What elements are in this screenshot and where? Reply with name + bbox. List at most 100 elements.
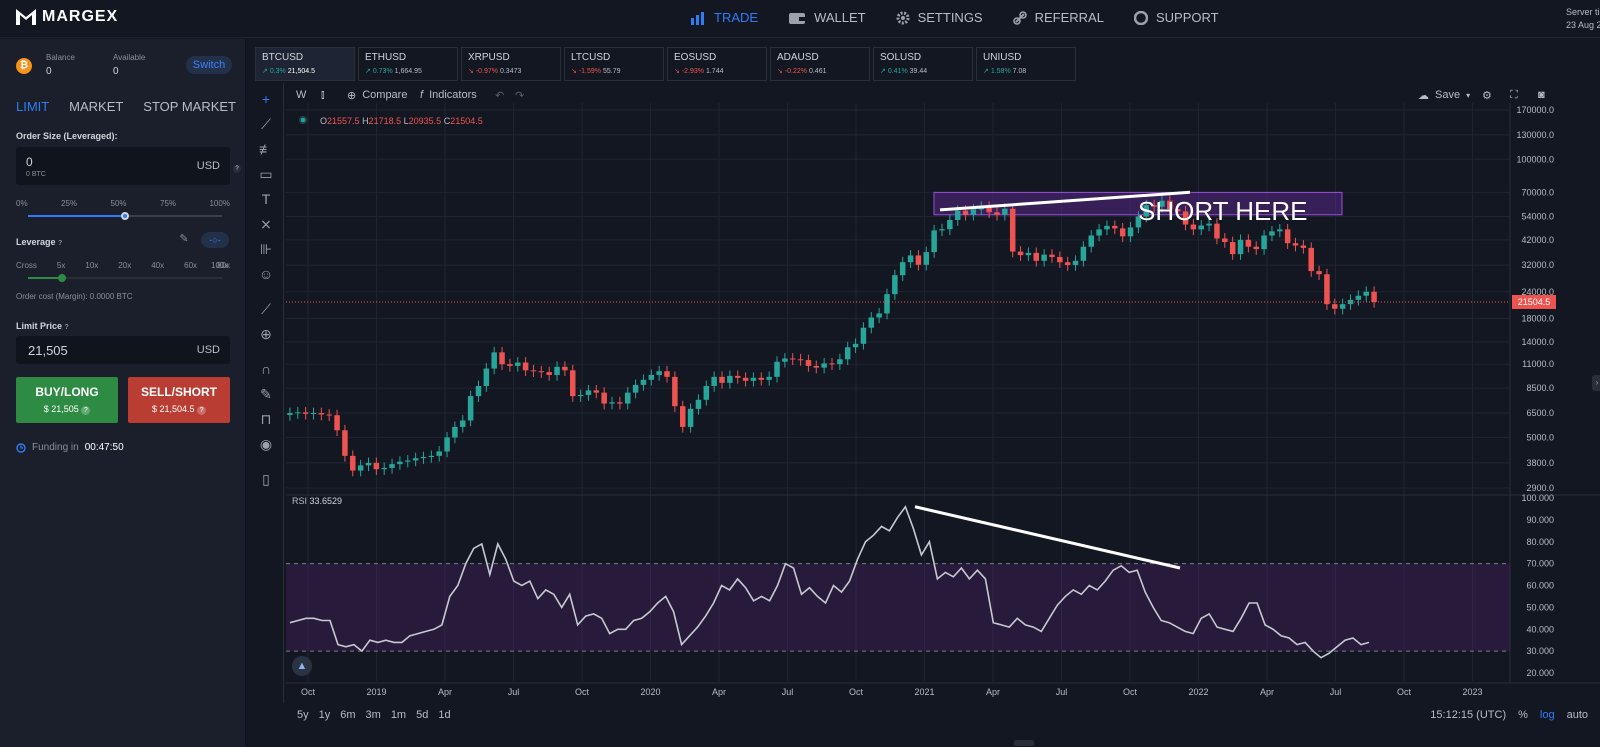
fib-icon[interactable]: ≢ [259, 141, 273, 157]
leverage-option[interactable]: 100x [211, 261, 229, 270]
fullscreen-icon[interactable]: ⛶ [1510, 88, 1518, 101]
leverage-slider-handle[interactable] [58, 274, 66, 282]
ticker-xrpusd[interactable]: XRPUSD ↘ -0.97% 0.3473 [461, 47, 561, 81]
ticker-eosusd[interactable]: EOSUSD ↘ -2.93% 1.744 [667, 47, 767, 81]
pencil-icon[interactable]: ✎ [179, 233, 189, 245]
ticker-uniusd[interactable]: UNIUSD ↗ 1.58% 7.08 [976, 47, 1076, 81]
nav-wallet[interactable]: WALLET [788, 10, 866, 25]
candle-body [357, 465, 364, 471]
ticker-btcusd[interactable]: BTCUSD ↗ 0.3% 21,504.5 [255, 47, 355, 81]
leverage-slider-track[interactable] [28, 277, 222, 279]
size-slider-handle[interactable] [121, 212, 129, 220]
order-size-field[interactable]: 0 0 BTC USD [16, 147, 230, 185]
pattern-icon[interactable]: ⨯ [260, 216, 272, 232]
leverage-option[interactable]: 60x [184, 261, 198, 270]
candle-body [837, 359, 843, 365]
save-button[interactable]: ☁ Save ▾ [1418, 86, 1470, 104]
price-tick-label: 11000.0 [1522, 359, 1554, 369]
text-icon[interactable]: T [261, 191, 271, 207]
ticker-change-row: ↗ 0.73% 1,664.95 [365, 67, 451, 75]
zoom-in-icon[interactable]: ⊕ [260, 326, 272, 342]
timeframe-1y[interactable]: 1y [318, 709, 331, 721]
help-icon[interactable]: ? [197, 406, 207, 415]
ticker-price: 0.461 [808, 68, 827, 75]
leverage-option[interactable]: 5x [56, 261, 66, 270]
undo-icon[interactable]: ↶ [495, 89, 505, 102]
fx-icon: f [420, 89, 424, 101]
candle-body [1057, 257, 1063, 263]
candle-body [915, 255, 922, 265]
help-icon[interactable]: ? [233, 165, 241, 173]
leverage-option[interactable]: 40x [151, 261, 165, 270]
nav-settings[interactable]: SETTINGS [896, 10, 983, 25]
emoji-icon[interactable]: ☺ [258, 266, 274, 282]
leverage-option[interactable]: Cross [16, 261, 37, 270]
candle-type-icon[interactable]: ⫾ [321, 88, 325, 101]
pct-100[interactable]: 100% [209, 199, 230, 208]
price-chart[interactable]: Oct 2019 Apr Jul Oct 2020 Apr Jul Oct 2021 Apr Jul O… [248, 83, 1600, 747]
timeframe-1m[interactable]: 1m [390, 709, 407, 721]
buy-long-button[interactable]: BUY/LONG $ 21,505 ? [16, 377, 118, 423]
utc-clock: 15:12:15 (UTC) [1430, 709, 1507, 721]
leverage-option[interactable]: 20x [118, 261, 132, 270]
pct-25[interactable]: 25% [61, 199, 78, 208]
percent-toggle[interactable]: % [1518, 709, 1528, 721]
help-icon[interactable]: ? [81, 406, 91, 415]
tab-limit[interactable]: LIMIT [16, 99, 50, 114]
indicators-button[interactable]: f Indicators [420, 86, 477, 104]
panel-expand-icon[interactable]: › [1592, 375, 1600, 391]
trash-icon[interactable]: ▯ [262, 471, 270, 487]
interval-button[interactable]: W [296, 89, 307, 101]
limit-price-field[interactable]: 21,505 USD [16, 336, 230, 364]
switch-button[interactable]: Switch [186, 56, 232, 74]
brand-logo[interactable]: MARGEX [16, 8, 118, 26]
timeframe-1d[interactable]: 1d [438, 709, 451, 721]
prediction-icon[interactable]: ⊪ [259, 241, 273, 257]
sell-short-button[interactable]: SELL/SHORT $ 21,504.5 ? [128, 377, 230, 423]
x-tick-label: Oct [1397, 687, 1412, 697]
pct-0[interactable]: 0% [16, 199, 28, 208]
timeframe-5y[interactable]: 5y [297, 709, 309, 721]
crosshair-icon[interactable]: + [261, 91, 271, 107]
redo-icon[interactable]: ↷ [515, 89, 525, 102]
server-time-date: 23 Aug 2 [1566, 20, 1600, 30]
ruler-icon[interactable]: ⟋ [261, 301, 271, 317]
ticker-adausd[interactable]: ADAUSD ↘ -0.22% 0.461 [770, 47, 870, 81]
candle-body [1033, 252, 1040, 261]
lock-drawing-icon[interactable]: ✎ [260, 386, 272, 402]
pct-75[interactable]: 75% [160, 199, 177, 208]
timeframe-5d[interactable]: 5d [416, 709, 429, 721]
leverage-help-icon[interactable]: ? [58, 240, 63, 247]
ticker-ltcusd[interactable]: LTCUSD ↘ -1.59% 55.79 [564, 47, 664, 81]
price-tick-label: 14000.0 [1521, 337, 1554, 347]
leverage-option[interactable]: 80x [217, 261, 230, 270]
eye-icon[interactable]: ◉ [259, 436, 273, 452]
tab-market[interactable]: MARKET [69, 99, 124, 114]
tab-stop-market[interactable]: STOP MARKET [143, 99, 236, 114]
timeframe-3m[interactable]: 3m [365, 709, 381, 721]
nav-referral[interactable]: REFERRAL [1012, 10, 1104, 25]
camera-icon[interactable]: ◙ [1538, 89, 1545, 101]
trend-line-icon[interactable]: ⟋ [261, 116, 271, 132]
chart-logo-icon[interactable]: ▲ [292, 656, 312, 676]
pct-50[interactable]: 50% [110, 199, 127, 208]
link-icon [1012, 10, 1027, 25]
slider-mode-icon[interactable]: -○- [201, 232, 229, 248]
leverage-option[interactable]: 10x [85, 261, 99, 270]
timeframe-6m[interactable]: 6m [340, 709, 356, 721]
ticker-solusd[interactable]: SOLUSD ↗ 0.41% 39.44 [873, 47, 973, 81]
limit-price-help-icon[interactable]: ? [64, 324, 69, 331]
resize-handle[interactable] [1014, 740, 1034, 746]
nav-trade[interactable]: TRADE [690, 10, 758, 25]
shape-icon[interactable]: ▭ [259, 166, 273, 182]
ticker-ethusd[interactable]: ETHUSD ↗ 0.73% 1,664.95 [358, 47, 458, 81]
magnet-icon[interactable]: ∩ [260, 361, 272, 377]
nav-support[interactable]: SUPPORT [1133, 10, 1219, 25]
auto-toggle[interactable]: auto [1566, 709, 1588, 721]
compare-button[interactable]: ⊕ Compare [347, 86, 407, 104]
rsi-label: RSI [292, 496, 308, 506]
lock-icon[interactable]: ⊓ [260, 411, 272, 427]
log-toggle[interactable]: log [1539, 709, 1555, 721]
x-tick-label: 2022 [1188, 687, 1208, 697]
gear-icon[interactable]: ⚙ [1482, 89, 1492, 102]
